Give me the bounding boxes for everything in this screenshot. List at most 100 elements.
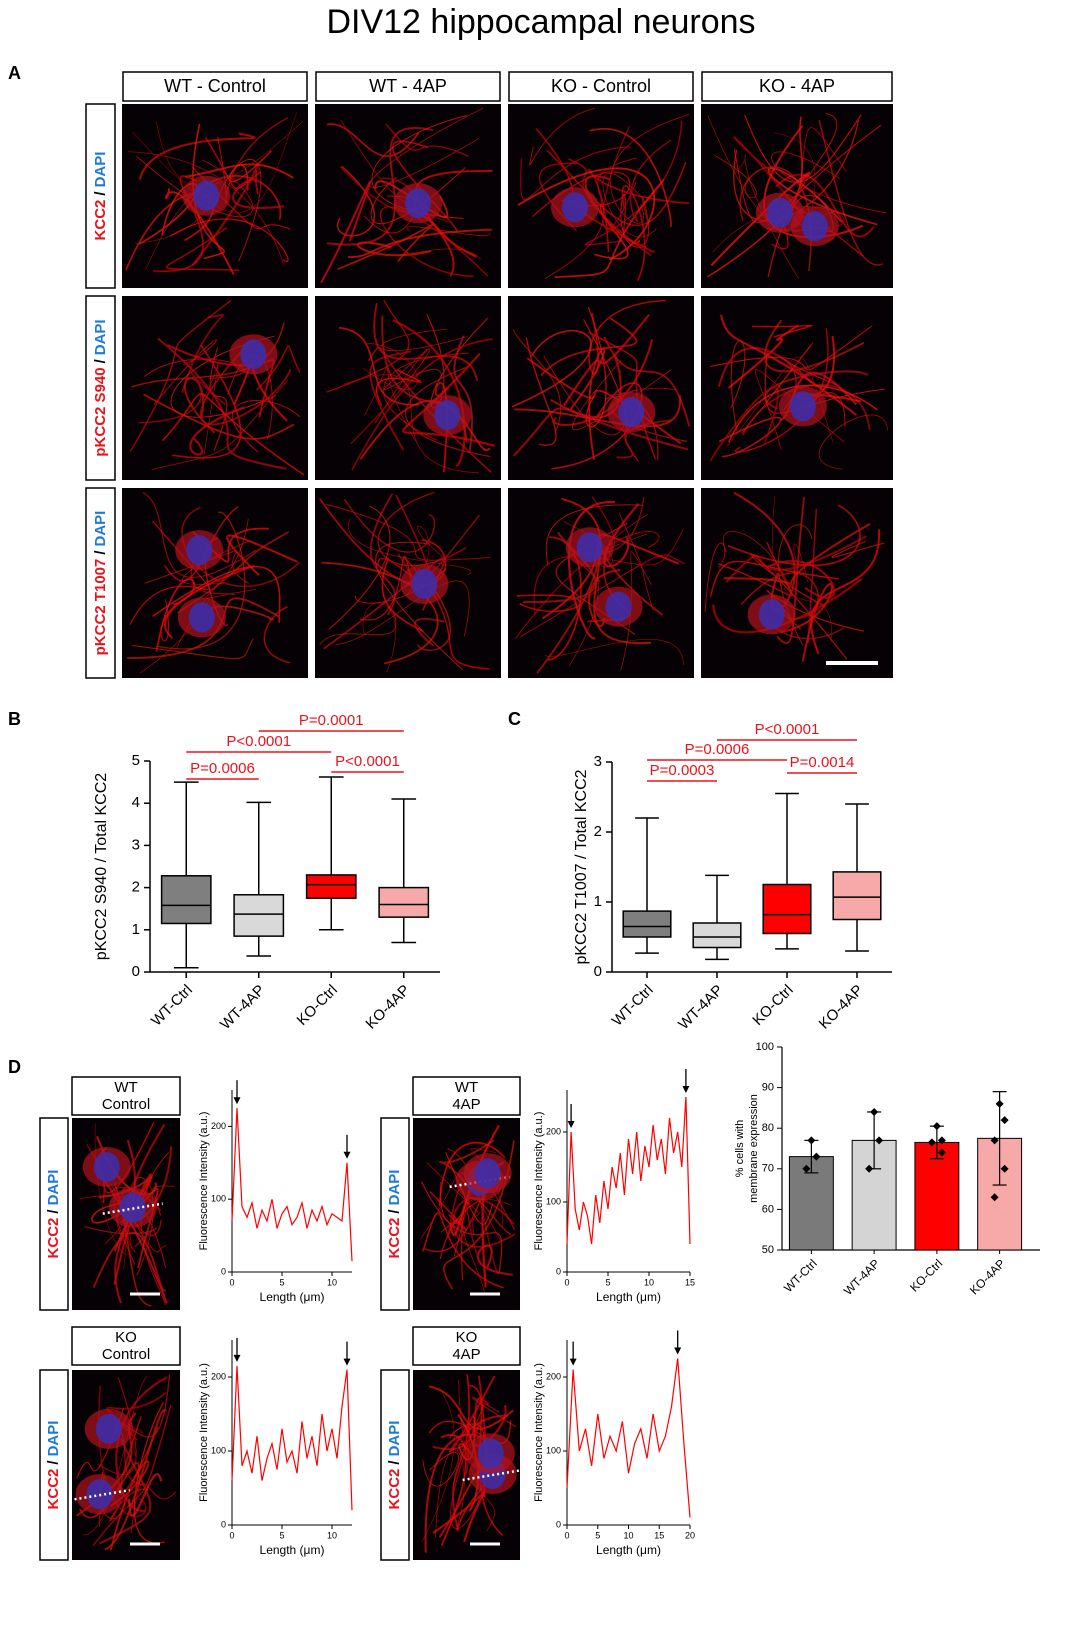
y-tick-label: 70 <box>762 1163 774 1175</box>
neurite <box>514 530 660 640</box>
y-tick-label: 0 <box>594 963 602 980</box>
neurite <box>540 317 638 377</box>
neurite <box>588 568 621 627</box>
y-tick-label: 0 <box>221 1266 226 1276</box>
neurite <box>326 123 420 158</box>
nucleus <box>561 192 588 223</box>
image-title: Control <box>102 1096 150 1113</box>
neurite <box>766 560 836 599</box>
neurite <box>115 1376 168 1512</box>
panel-label: C <box>508 709 521 729</box>
box <box>832 871 882 921</box>
neurite <box>744 114 862 183</box>
x-tick-label: WT-Ctrl <box>609 982 657 1030</box>
column-header: WT - Control <box>164 76 266 96</box>
neurite <box>449 1375 508 1453</box>
marker-name: KCC2 <box>45 1469 62 1510</box>
image-title: KO <box>456 1329 478 1346</box>
x-tick-label: KO-Ctrl <box>749 982 796 1029</box>
image-title: WT <box>114 1079 137 1096</box>
neurite <box>751 324 813 338</box>
neurite <box>338 326 420 406</box>
profile-line <box>231 1108 353 1262</box>
box <box>692 922 742 949</box>
box <box>622 910 672 938</box>
neurite <box>550 355 622 418</box>
y-tick-label: 0 <box>556 1266 561 1276</box>
y-axis-label: membrane expression <box>748 1094 760 1203</box>
neurite <box>184 163 294 179</box>
neurite <box>522 531 597 603</box>
neurite <box>362 602 396 673</box>
neurite <box>231 178 285 209</box>
neurite <box>452 1374 471 1532</box>
image-title-box <box>71 1076 181 1116</box>
row-label: KCC2 / DAPI <box>386 1421 403 1510</box>
p-value: P=0.0006 <box>685 741 750 758</box>
y-axis-label: pKCC2 S940 / Total KCC2 <box>93 773 110 960</box>
nucleus <box>605 591 632 622</box>
micrograph <box>315 488 501 678</box>
y-axis-label: Fluorescence Intensity (a.u.) <box>198 1112 210 1251</box>
neurite <box>161 393 305 476</box>
neurite <box>426 1162 480 1235</box>
neurite <box>704 542 726 612</box>
x-tick-label: WT-4AP <box>217 982 269 1034</box>
neurite <box>405 366 491 458</box>
neurite <box>351 338 493 471</box>
data-point <box>807 1136 816 1145</box>
panel-label: D <box>8 1057 21 1077</box>
micrograph <box>508 104 694 288</box>
micrograph <box>72 1118 180 1310</box>
y-tick-label: 0 <box>556 1519 561 1529</box>
nucleus <box>434 400 461 431</box>
y-tick-label: 200 <box>546 1371 561 1381</box>
neurite <box>453 335 473 454</box>
nucleus <box>186 535 213 566</box>
neurite <box>350 348 431 445</box>
neurite <box>189 406 245 456</box>
neurite <box>629 139 672 223</box>
stain-name: DAPI <box>92 511 109 547</box>
neurite <box>359 555 413 621</box>
nucleus <box>93 1151 120 1182</box>
micrograph <box>508 488 694 678</box>
micrograph <box>122 296 308 480</box>
neurite <box>104 1408 167 1551</box>
y-tick-label: 50 <box>762 1244 774 1256</box>
data-point <box>995 1099 1004 1108</box>
neurite <box>177 531 290 614</box>
arrow-head <box>233 1097 241 1105</box>
image-title: WT <box>455 1079 478 1096</box>
nucleus <box>405 188 432 219</box>
neurite <box>127 151 284 266</box>
neurite <box>157 337 287 470</box>
x-tick-label: 10 <box>327 1530 337 1540</box>
neurite <box>545 504 644 565</box>
image-title: 4AP <box>452 1346 480 1363</box>
neurite <box>512 329 562 434</box>
separator: / <box>92 191 109 196</box>
neurite <box>780 583 833 662</box>
marker-name: KCC2 <box>386 1469 403 1510</box>
separator: / <box>92 358 109 363</box>
neurite <box>405 248 481 260</box>
y-tick-label: 2 <box>132 879 140 896</box>
arrow-head <box>674 1347 682 1355</box>
neurite <box>457 1413 480 1512</box>
neurite <box>92 1404 172 1547</box>
data-point <box>802 1164 811 1173</box>
neurite <box>728 384 878 443</box>
micrograph <box>122 104 308 288</box>
neurite <box>544 639 684 666</box>
x-tick-label: 0 <box>229 1530 234 1540</box>
neurite <box>618 513 654 611</box>
panel-label: A <box>8 63 21 83</box>
separator: / <box>45 1209 62 1214</box>
neurite <box>435 1449 465 1538</box>
y-axis-label: Fluorescence Intensity (a.u.) <box>533 1112 545 1251</box>
stain-name: DAPI <box>92 319 109 355</box>
neurite <box>718 416 782 458</box>
